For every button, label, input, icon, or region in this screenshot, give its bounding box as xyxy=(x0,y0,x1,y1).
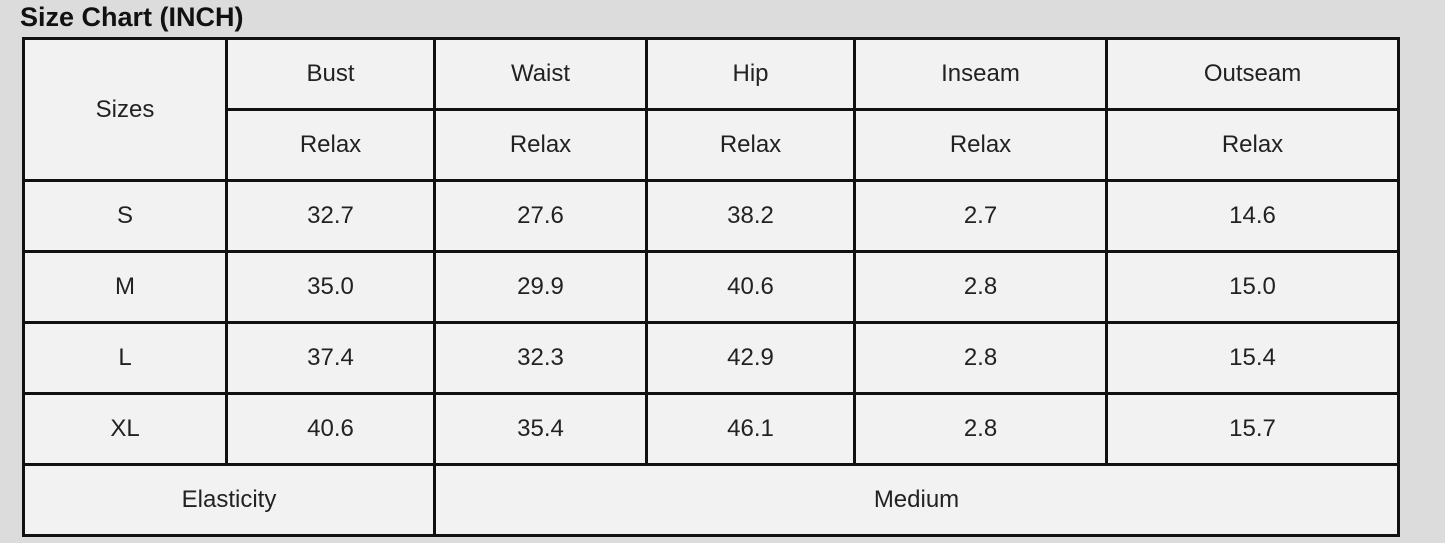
measurement-cell: 2.8 xyxy=(853,250,1108,324)
table-row: XL 40.6 35.4 46.1 2.8 15.7 xyxy=(22,392,1400,466)
page-title: Size Chart (INCH) xyxy=(20,2,244,32)
table-row: M 35.0 29.9 40.6 2.8 15.0 xyxy=(22,250,1400,324)
header-row: Sizes Bust Waist Hip Inseam Outseam xyxy=(22,37,1400,182)
subheader-cell: Relax xyxy=(853,108,1108,182)
measurement-cell: 35.4 xyxy=(433,392,648,466)
subheader-cell: Relax xyxy=(1105,108,1400,182)
size-cell: S xyxy=(22,179,228,253)
sizes-header: Sizes xyxy=(22,37,228,182)
column-header: Waist xyxy=(433,37,648,111)
size-cell: XL xyxy=(22,392,228,466)
subheader-cell: Relax xyxy=(225,108,436,182)
size-chart-table: Sizes Bust Waist Hip Inseam Outseam Rela… xyxy=(22,37,1400,537)
measurement-cell: 15.7 xyxy=(1105,392,1400,466)
measurement-cell: 37.4 xyxy=(225,321,436,395)
measurement-cell: 40.6 xyxy=(645,250,856,324)
table-row: L 37.4 32.3 42.9 2.8 15.4 xyxy=(22,321,1400,395)
measurement-cell: 15.0 xyxy=(1105,250,1400,324)
measurement-cell: 2.8 xyxy=(853,392,1108,466)
column-header: Hip xyxy=(645,37,856,111)
measurement-cell: 32.3 xyxy=(433,321,648,395)
subheader-row: Relax Relax Relax Relax Relax xyxy=(24,108,1400,182)
measurement-cell: 46.1 xyxy=(645,392,856,466)
elasticity-value: Medium xyxy=(433,463,1400,537)
measurement-cell: 27.6 xyxy=(433,179,648,253)
subheader-cell: Relax xyxy=(645,108,856,182)
elasticity-label: Elasticity xyxy=(22,463,436,537)
subheader-cell: Relax xyxy=(433,108,648,182)
column-header: Bust xyxy=(225,37,436,111)
table-row: S 32.7 27.6 38.2 2.7 14.6 xyxy=(22,179,1400,253)
measurement-cell: 29.9 xyxy=(433,250,648,324)
elasticity-row: Elasticity Medium xyxy=(22,463,1400,537)
measurement-cell: 40.6 xyxy=(225,392,436,466)
measurement-cell: 2.7 xyxy=(853,179,1108,253)
measurement-cell: 32.7 xyxy=(225,179,436,253)
measurement-cell: 15.4 xyxy=(1105,321,1400,395)
measurement-cell: 2.8 xyxy=(853,321,1108,395)
measurement-cell: 14.6 xyxy=(1105,179,1400,253)
measurement-cell: 35.0 xyxy=(225,250,436,324)
size-cell: L xyxy=(22,321,228,395)
measurement-cell: 38.2 xyxy=(645,179,856,253)
measurement-cell: 42.9 xyxy=(645,321,856,395)
size-cell: M xyxy=(22,250,228,324)
column-header: Inseam xyxy=(853,37,1108,111)
column-header: Outseam xyxy=(1105,37,1400,111)
